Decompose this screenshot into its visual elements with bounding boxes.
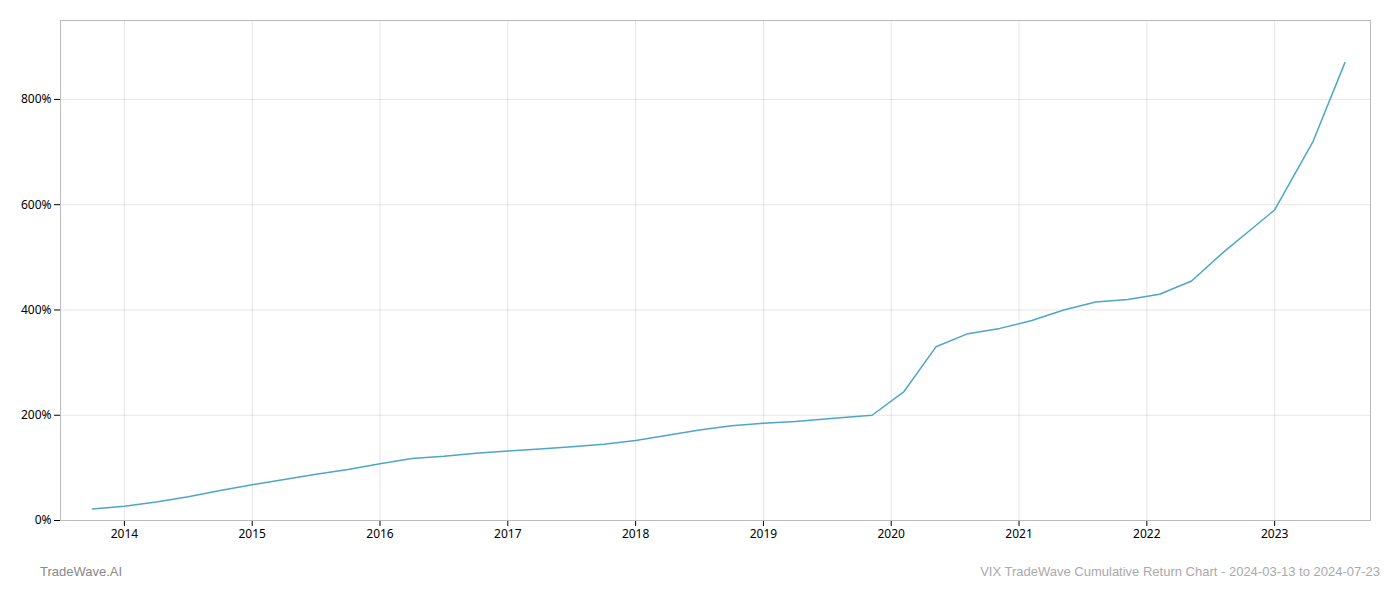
svg-text:0%: 0% bbox=[35, 511, 52, 528]
svg-text:2021: 2021 bbox=[1005, 525, 1032, 542]
svg-text:2018: 2018 bbox=[622, 525, 650, 542]
svg-text:2023: 2023 bbox=[1261, 525, 1289, 542]
svg-text:600%: 600% bbox=[21, 196, 52, 213]
svg-text:400%: 400% bbox=[21, 301, 52, 318]
svg-text:2022: 2022 bbox=[1133, 525, 1161, 542]
html-text:VIX TradeWave Cumulative Retur: VIX TradeWave Cumulative Return Chart - … bbox=[980, 564, 1380, 579]
svg-text:800%: 800% bbox=[21, 90, 52, 107]
svg-text:2019: 2019 bbox=[750, 525, 778, 542]
svg-text:2017: 2017 bbox=[494, 525, 522, 542]
svg-text:2014: 2014 bbox=[111, 525, 139, 542]
svg-text:2016: 2016 bbox=[366, 525, 394, 542]
html-text:TradeWave.AI: TradeWave.AI bbox=[40, 564, 123, 579]
svg-text:200%: 200% bbox=[21, 406, 52, 423]
svg-text:2015: 2015 bbox=[238, 525, 266, 542]
svg-text:2020: 2020 bbox=[877, 525, 905, 542]
